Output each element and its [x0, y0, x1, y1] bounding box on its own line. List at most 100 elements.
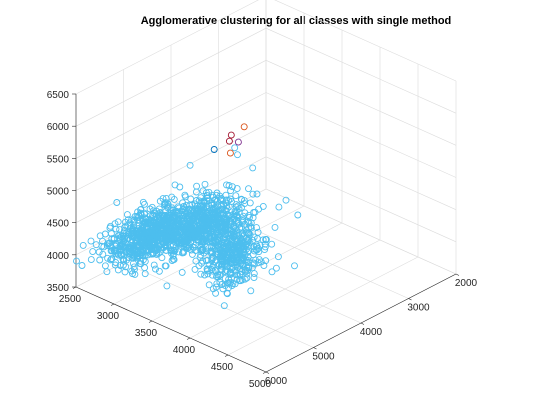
z-tick-label: 4000 — [47, 251, 70, 262]
grid-layer — [75, 0, 457, 373]
data-point-series-0 — [119, 255, 127, 263]
data-point-series-0 — [148, 203, 156, 211]
data-point-series-0 — [175, 204, 183, 212]
data-point-series-0 — [213, 280, 221, 288]
data-point-series-0 — [166, 233, 174, 241]
data-point-series-0 — [104, 254, 112, 262]
data-point-series-0 — [120, 256, 128, 263]
data-point-series-0 — [238, 196, 246, 204]
data-point-series-0 — [249, 214, 257, 222]
data-point-series-0 — [219, 214, 227, 222]
data-point-series-0 — [92, 241, 100, 249]
data-point-series-0 — [242, 266, 250, 274]
data-point-series-0 — [253, 190, 261, 198]
data-point-series-0 — [221, 206, 229, 214]
data-point-series-0 — [101, 230, 109, 238]
data-point-series-0 — [282, 196, 290, 204]
data-point-series-0 — [79, 241, 87, 249]
data-point-series-0 — [145, 243, 153, 251]
data-point-series-0 — [153, 226, 161, 234]
data-point-series-0 — [197, 247, 205, 254]
data-point-series-0 — [249, 164, 257, 172]
data-point-series-0 — [123, 211, 131, 219]
data-point-series-0 — [223, 181, 230, 189]
data-point-series-0 — [221, 260, 229, 268]
data-point-series-0 — [149, 245, 157, 253]
data-point-series-0 — [239, 241, 247, 249]
data-point-series-0 — [247, 223, 255, 231]
data-point-series-0 — [158, 213, 166, 221]
data-point-series-0 — [238, 250, 246, 258]
data-point-series-0 — [220, 302, 228, 310]
data-point-series-0 — [137, 206, 145, 214]
sidewall-gridline — [75, 0, 259, 95]
data-point-series-4 — [227, 131, 235, 139]
data-point-series-0 — [213, 273, 220, 281]
data-point-series-0 — [128, 267, 136, 275]
data-point-series-0 — [236, 270, 244, 278]
data-point-series-0 — [146, 205, 154, 213]
data-point-series-0 — [243, 274, 251, 282]
data-point-series-0 — [128, 216, 136, 224]
data-point-series-0 — [162, 194, 170, 202]
data-point-series-0 — [78, 262, 86, 269]
data-point-series-0 — [209, 285, 217, 293]
data-point-series-0 — [208, 191, 216, 199]
y-tick-label: 5000 — [312, 352, 335, 363]
data-point-series-3 — [210, 146, 218, 153]
data-point-series-0 — [250, 260, 258, 268]
data-point-series-0 — [192, 188, 200, 196]
data-point-series-0 — [150, 261, 158, 269]
data-point-series-0 — [234, 151, 241, 159]
x-tick-label: 3000 — [97, 311, 120, 322]
data-point-series-0 — [194, 237, 202, 245]
z-tick-label: 6500 — [47, 90, 70, 101]
data-point-series-0 — [107, 230, 115, 237]
data-point-series-0 — [214, 218, 222, 226]
data-point-series-0 — [250, 274, 258, 282]
data-point-series-0 — [175, 222, 183, 230]
data-point-series-0 — [237, 257, 245, 265]
data-point-series-0 — [141, 200, 148, 208]
data-point-series-0 — [122, 247, 130, 255]
data-point-series-0 — [173, 207, 181, 215]
data-point-series-0 — [252, 256, 259, 264]
data-point-series-0 — [227, 271, 234, 279]
data-point-series-0 — [197, 270, 205, 278]
x-tick-label: 4000 — [173, 345, 196, 356]
backwall-gridline — [265, 188, 457, 275]
data-point-series-0 — [186, 161, 194, 169]
data-point-series-0 — [212, 229, 220, 237]
backwall-gridline — [274, 0, 457, 82]
backwall-gridline — [265, 92, 457, 178]
data-point-series-0 — [153, 207, 161, 215]
data-point-series-0 — [108, 235, 116, 243]
data-point-series-0 — [129, 254, 137, 262]
data-point-series-0 — [166, 242, 174, 250]
data-point-series-0 — [121, 268, 129, 276]
data-point-series-0 — [87, 237, 95, 245]
data-point-series-0 — [214, 226, 222, 233]
data-point-series-0 — [255, 256, 263, 264]
data-point-series-0 — [205, 281, 213, 289]
data-point-series-0 — [219, 224, 226, 232]
data-point-series-0 — [182, 213, 190, 221]
data-point-series-0 — [199, 257, 207, 265]
data-point-series-0 — [162, 262, 170, 270]
data-point-series-0 — [213, 211, 221, 219]
data-point-series-0 — [205, 229, 212, 237]
data-point-series-0 — [181, 228, 189, 236]
sidewall-gridline — [75, 92, 267, 191]
data-point-series-0 — [223, 241, 231, 249]
data-point-series-0 — [132, 236, 140, 244]
data-point-series-0 — [201, 180, 209, 188]
backwall-gridline — [265, 156, 457, 243]
data-point-series-0 — [199, 224, 207, 232]
data-point-series-0 — [247, 287, 255, 295]
data-point-series-0 — [231, 144, 239, 152]
data-point-series-0 — [99, 237, 106, 245]
x-tick-label: 4500 — [211, 362, 234, 373]
data-point-series-0 — [235, 208, 243, 216]
data-point-series-0 — [158, 254, 166, 262]
